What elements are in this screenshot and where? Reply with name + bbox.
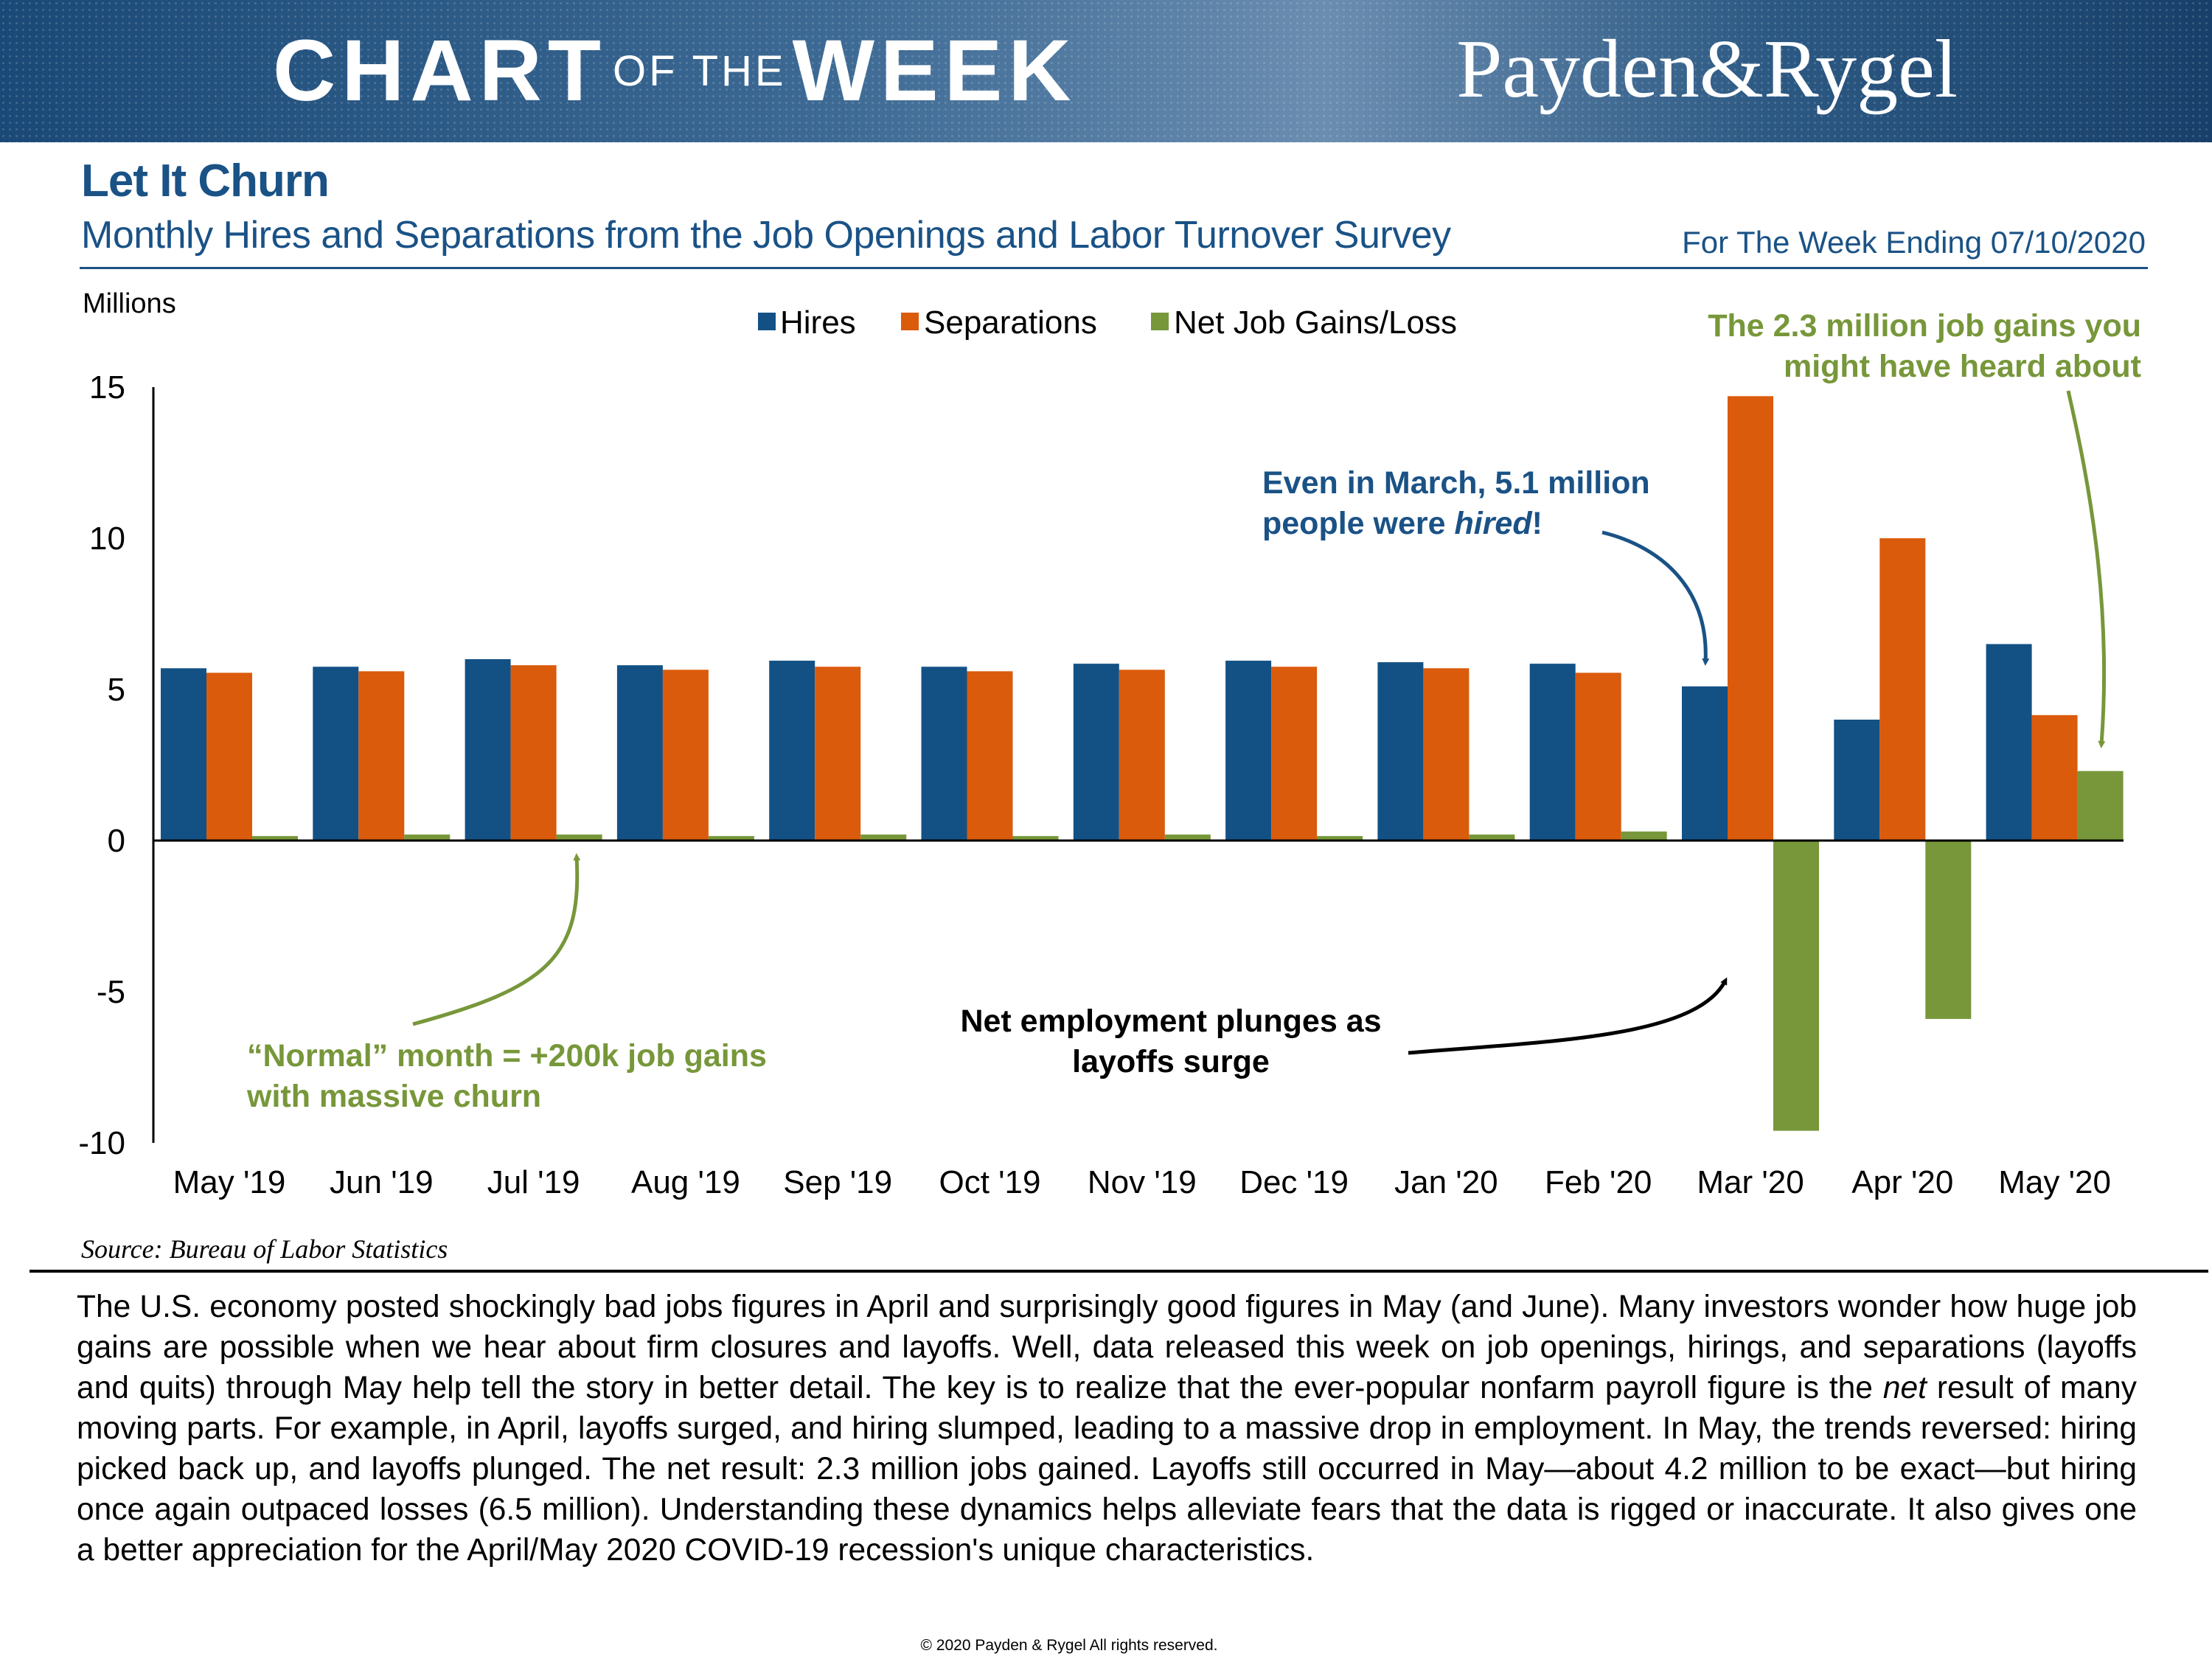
y-tick-label: 10 [89,521,125,557]
banner-word-of-the: OF THE [612,46,787,95]
annotation-plunge-line1: Net employment plunges as [960,1004,1381,1039]
legend-label-separations: Separations [924,305,1097,341]
bar-separations [1728,396,1773,841]
x-tick-label: Sep '19 [783,1164,892,1200]
bar-net [1925,841,1972,1019]
bar-separations [1423,668,1470,841]
annotation-march-line2: people were hired! [1262,506,1543,541]
legend-swatch-hires [758,313,776,330]
body-paragraph: The U.S. economy posted shockingly bad j… [77,1290,2137,1568]
x-tick-label: Jun '19 [330,1164,434,1200]
bar-separations [815,667,861,841]
header-divider [80,267,2148,269]
x-tick-label: May '19 [173,1164,286,1200]
bar-hires [616,665,663,841]
x-tick-label: May '20 [1998,1164,2111,1200]
annotation-may-arrow [2066,390,2107,748]
bar-separations [2031,714,2078,841]
bar-net [1469,834,1515,841]
bar-net [1164,834,1211,841]
banner-word-week: WEEK [792,22,1077,119]
x-tick-label: Jan '20 [1394,1164,1498,1200]
annotation-may-line1: The 2.3 million job gains you [1708,308,2141,344]
bar-hires [1986,644,2032,841]
bar-hires [1529,664,1576,841]
bar-net [1773,841,1819,1131]
bar-separations [1879,538,1926,841]
bar-hires [769,661,815,841]
y-tick-label: -5 [97,974,125,1010]
company-logo: Payden&Rygel [1456,24,1958,115]
bar-hires [1682,686,1728,841]
banner-title: CHART OF THE WEEK [273,19,1077,122]
x-tick-label: Jul '19 [487,1164,580,1200]
bar-hires [1834,720,1880,841]
annotation-normal-arrow [412,853,581,1026]
x-tick-label: Feb '20 [1545,1164,1652,1200]
x-tick-label: Dec '19 [1239,1164,1349,1200]
bar-hires [1377,662,1424,841]
annotation-normal-line2: with massive churn [246,1079,541,1114]
x-tick-label: Oct '19 [939,1164,1040,1200]
legend: Hires Separations Net Job Gains/Loss [758,305,1457,341]
y-tick-label: 15 [89,369,125,406]
bar-separations [1575,672,1621,841]
bar-chart: Millions Hires Separations Net Job Gains… [78,288,2141,1200]
bar-net [2077,771,2124,841]
banner-word-chart: CHART [273,22,607,119]
x-tick-label: Nov '19 [1088,1164,1197,1200]
bar-separations [206,672,252,841]
y-tick-label: 0 [108,823,125,859]
legend-label-hires: Hires [780,305,856,341]
bar-separations [967,671,1013,841]
bar-net [1621,831,1667,841]
bar-net [556,834,602,841]
legend-label-net: Net Job Gains/Loss [1174,305,1457,341]
annotation-plunge-arrow [1408,977,1728,1055]
annotation-plunge-line2: layoffs surge [1072,1044,1270,1079]
bar-net [860,834,907,841]
bar-hires [921,667,967,841]
bar-net [1317,835,1363,841]
bar-separations [510,665,557,841]
annotation-march-arrow [1601,530,1710,666]
chart-title: Let It Churn [81,156,330,206]
x-tick-label: Mar '20 [1697,1164,1804,1200]
legend-swatch-net [1151,313,1169,330]
bar-separations [662,669,709,841]
bar-hires [1073,664,1119,841]
bar-hires [161,668,206,841]
footer-divider [29,1270,2208,1273]
copyright: © 2020 Payden & Rygel All rights reserve… [920,1637,1218,1654]
x-tick-label: Aug '19 [631,1164,740,1200]
week-ending-date: For The Week Ending 07/10/2020 [1682,225,2146,260]
annotation-normal-line1: “Normal” month = +200k job gains [247,1038,767,1074]
y-axis-label: Millions [83,288,176,319]
bar-net [404,834,451,841]
bar-separations [1271,667,1318,841]
bar-hires [1225,661,1272,841]
bar-hires [465,659,511,841]
bar-net [252,835,298,841]
banner: CHART OF THE WEEK Payden&Rygel [0,0,2212,142]
bar-net [1012,835,1059,841]
annotation-march-line1: Even in March, 5.1 million [1262,465,1650,501]
y-tick-label: 5 [108,672,125,708]
x-tick-label: Apr '20 [1851,1164,1953,1200]
bar-net [708,835,754,841]
emphasis-net: net [1882,1371,1927,1405]
bar-separations [358,671,405,841]
annotation-may-line2: might have heard about [1784,349,2141,384]
legend-swatch-separations [901,313,919,330]
chart-subtitle: Monthly Hires and Separations from the J… [81,214,1451,257]
source-note: Source: Bureau of Labor Statistics [81,1234,448,1264]
y-tick-label: -10 [78,1125,125,1161]
bar-separations [1119,669,1165,841]
bar-hires [313,667,359,841]
